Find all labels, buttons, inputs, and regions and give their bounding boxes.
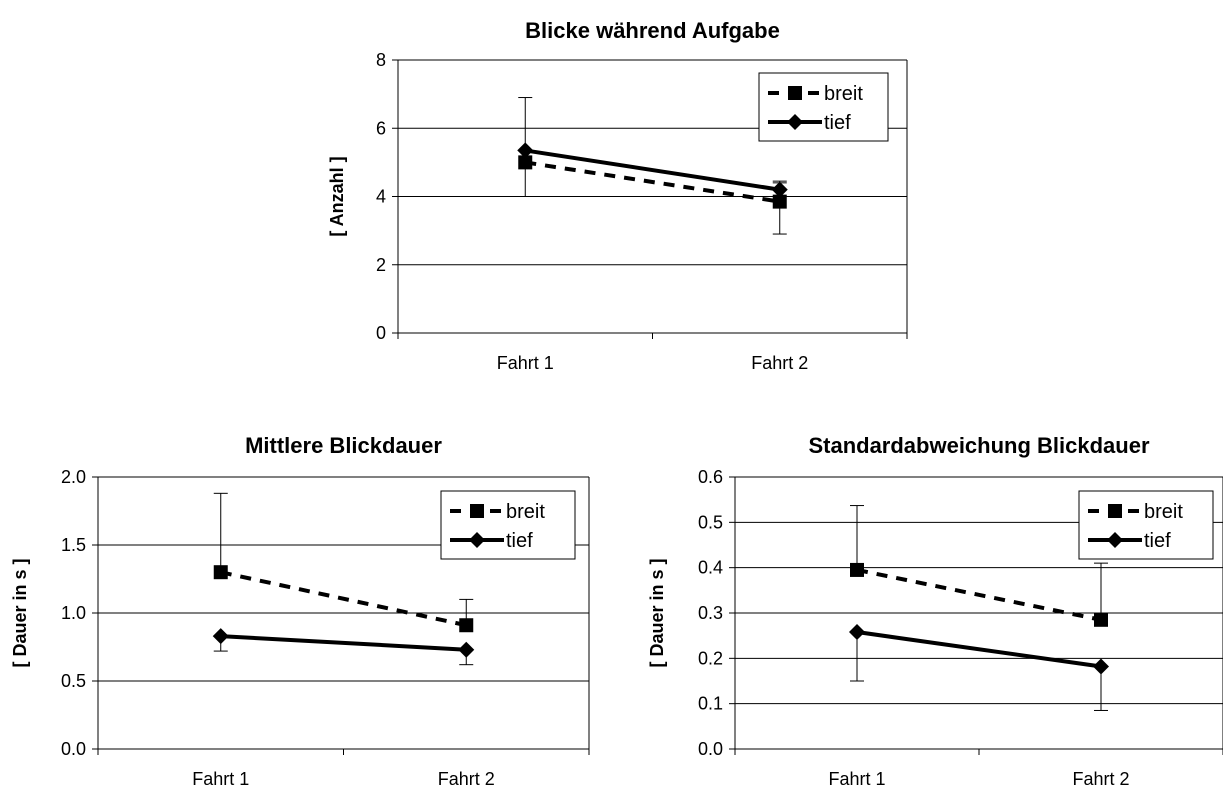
chart-title: Standardabweichung Blickdauer: [808, 433, 1150, 458]
series-line: [856, 630, 1102, 669]
y-tick-label: 0: [376, 323, 386, 343]
series-breit: [213, 492, 474, 633]
y-tick-label: 8: [376, 50, 386, 70]
chart-blicke-waehrend-aufgabe: Blicke während Aufgabe [ Anzahl ] 0 2 4 6 8 Fah…: [327, 18, 908, 373]
data-point-square: [1094, 612, 1108, 627]
y-tick-label: 2: [376, 255, 386, 275]
y-axis-label: [ Dauer in s ]: [10, 558, 30, 667]
legend-marker-square: [788, 86, 802, 100]
y-tick-label: 0.5: [698, 512, 723, 532]
legend-label: tief: [824, 112, 851, 134]
y-tick-label: 0.0: [61, 739, 86, 759]
y-tick-label: 0.3: [698, 603, 723, 623]
legend: breit tief: [1078, 490, 1214, 560]
legend-marker-square: [470, 504, 484, 518]
series-breit: [850, 505, 1108, 627]
legend-label: breit: [824, 83, 863, 105]
legend-label: tief: [506, 530, 533, 552]
series-breit: [518, 97, 787, 235]
y-axis-label: [ Anzahl ]: [327, 156, 347, 236]
legend-marker-diamond: [787, 114, 803, 130]
data-point-diamond: [212, 628, 229, 645]
y-tick-label: 0.4: [698, 558, 723, 578]
y-tick-label: 2.0: [61, 467, 86, 487]
x-tick-label: Fahrt 1: [828, 769, 885, 789]
x-tick-label: Fahrt 1: [497, 353, 554, 373]
y-tick-label: 1.5: [61, 535, 86, 555]
y-tick-label: 0.6: [698, 467, 723, 487]
x-tick-label: Fahrt 2: [1072, 769, 1129, 789]
series-line: [220, 570, 467, 628]
legend-box: [440, 490, 576, 560]
x-tick-label: Fahrt 2: [751, 353, 808, 373]
legend-marker-diamond: [469, 532, 485, 548]
data-point-diamond: [458, 641, 475, 658]
legend: breit tief: [758, 72, 889, 142]
legend-label: breit: [506, 501, 545, 523]
series-line: [524, 148, 781, 192]
legend-box: [1078, 490, 1214, 560]
legend-label: breit: [1144, 501, 1183, 523]
y-tick-label: 0.2: [698, 648, 723, 668]
data-point-diamond: [849, 624, 865, 641]
legend: breit tief: [440, 490, 576, 560]
y-tick-label: 0.1: [698, 694, 723, 714]
y-tick-label: 4: [376, 187, 386, 207]
data-point-square: [518, 155, 533, 170]
chart-title: Mittlere Blickdauer: [245, 433, 442, 458]
series-tief: [212, 628, 475, 666]
chart-mittlere-blickdauer: Mittlere Blickdauer [ Dauer in s ] 0.0 0.5 1…: [10, 433, 590, 789]
y-axis-label: [ Dauer in s ]: [647, 558, 667, 667]
series-line: [856, 567, 1102, 622]
series-line: [524, 160, 781, 204]
data-point-square: [772, 194, 787, 209]
data-point-square: [213, 565, 228, 580]
series-tief: [849, 624, 1109, 711]
legend-marker-square: [1108, 504, 1122, 518]
legend-box: [758, 72, 889, 142]
data-point-diamond: [1093, 658, 1109, 675]
data-point-square: [459, 618, 474, 633]
data-point-diamond: [771, 181, 788, 198]
y-tick-label: 0.5: [61, 671, 86, 691]
x-tick-label: Fahrt 2: [438, 769, 495, 789]
chart-standardabweichung-blickdauer: Standardabweichung Blickdauer [ Dauer in …: [647, 433, 1223, 789]
series-line: [220, 634, 467, 652]
y-tick-label: 1.0: [61, 603, 86, 623]
y-tick-label: 6: [376, 118, 386, 138]
series-tief: [517, 142, 788, 198]
data-point-diamond: [517, 142, 534, 159]
chart-title: Blicke während Aufgabe: [525, 18, 780, 43]
legend-marker-diamond: [1107, 532, 1123, 548]
y-tick-label: 0.0: [698, 739, 723, 759]
data-point-square: [850, 562, 864, 577]
legend-label: tief: [1144, 530, 1171, 552]
x-tick-label: Fahrt 1: [192, 769, 249, 789]
